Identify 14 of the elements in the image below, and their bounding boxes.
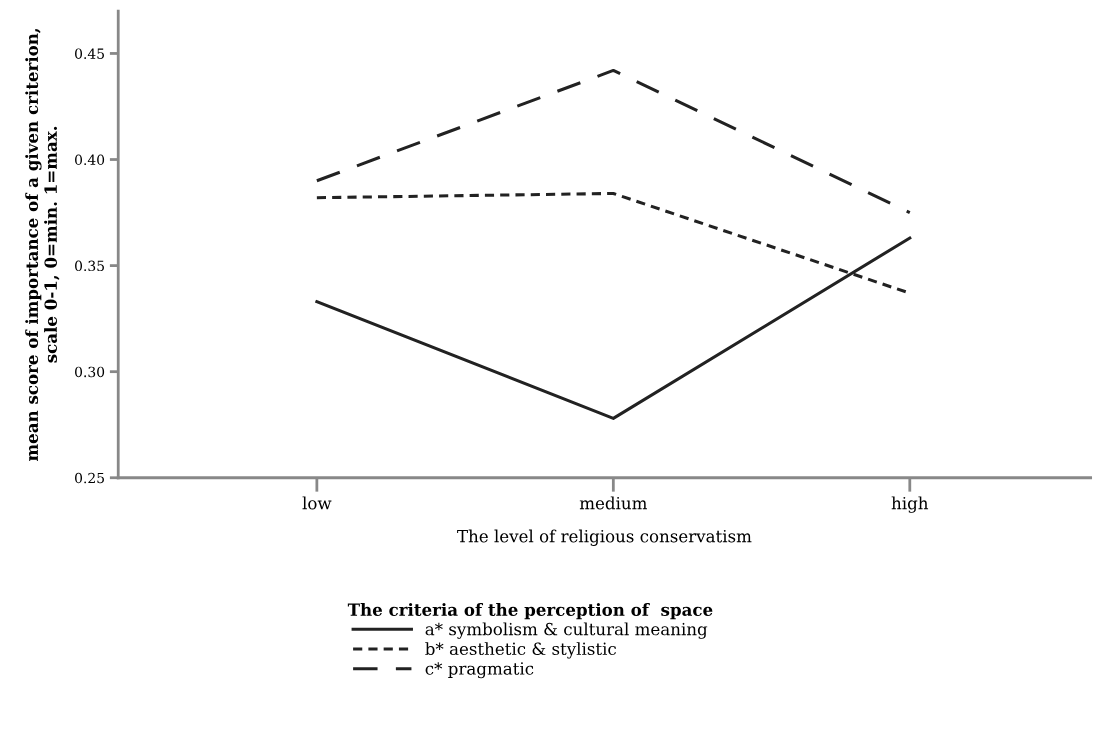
x-axis-title: The level of religious conservatism	[457, 529, 752, 546]
x-tick-label: low	[302, 496, 332, 510]
y-tick-label: 0.30	[75, 366, 105, 378]
legend-label: a* symbolism & cultural meaning	[425, 622, 708, 639]
legend-title: The criteria of the perception of space	[347, 603, 713, 620]
legend-label: c* pragmatic	[425, 662, 534, 679]
y-tick-label: 0.25	[75, 472, 104, 484]
y-tick-label: 0.40	[75, 154, 105, 165]
y-tick-label: 0.35	[75, 260, 104, 272]
x-tick-label: high	[891, 496, 929, 513]
legend-label: b* aesthetic & stylistic	[425, 642, 616, 659]
y-tick-label: 0.45	[75, 48, 104, 59]
x-tick-label: medium	[579, 496, 647, 510]
y-axis-title: mean score of importance of a given criterion, scale 0-1, 0=min. 1=max.	[25, 28, 60, 461]
